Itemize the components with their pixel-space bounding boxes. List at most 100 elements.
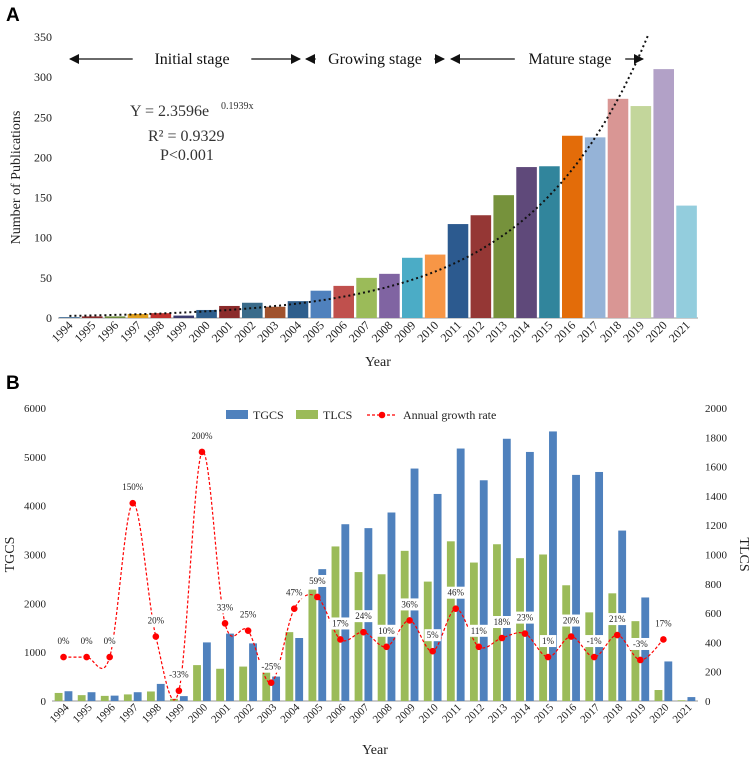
tlcs-bar [400,550,409,701]
growth-rate-label-text: -25% [261,662,281,672]
growth-rate-data-label: 0% [101,635,118,648]
tlcs-bar [216,668,225,701]
tgcs-bar [202,642,211,701]
growth-rate-point [106,653,113,661]
tlcs-bar [193,665,201,701]
x-tick-label: 2007 [346,318,373,345]
right-y-tick-label: 0 [705,696,711,708]
growth-rate-label-text: 25% [240,610,257,620]
stage-label: Initial stage [154,51,229,68]
legend-tgcs-swatch [226,410,248,419]
growth-rate-point [60,653,67,661]
tlcs-bar [539,554,548,701]
x-tick-label: 2000 [186,701,210,725]
x-tick-label: 2012 [460,318,487,345]
equation-exponent: 0.1939x [221,101,254,112]
x-tick-label: 1997 [117,318,144,345]
growth-rate-data-label: 20% [145,614,167,627]
tgcs-bar [179,696,188,701]
growth-rate-data-label: 59% [306,574,329,587]
left-y-tick-label: 1000 [24,647,47,659]
publication-bar [447,224,469,318]
publication-bar [150,313,172,318]
tgcs-bar [341,524,350,701]
tgcs-bar [318,569,327,701]
growth-rate-data-label: 18% [491,616,513,629]
tgcs-bar [226,633,234,701]
x-tick-label: 1998 [140,701,164,725]
growth-rate-data-label: -3% [629,637,652,650]
panel-label-b: B [6,373,20,394]
growth-rate-point [290,605,298,613]
tgcs-bar [295,638,304,701]
growth-rate-point [567,633,575,640]
panel-b-citation-chart: B 0 1000 2000 3000 4000 5000 6000 0 200 400 600 800… [0,372,749,758]
growth-rate-data-label: 24% [352,610,375,623]
right-y-tick-label: 1600 [705,462,728,474]
x-tick-label: 1995 [71,701,95,725]
growth-rate-point [613,631,621,639]
x-tick-label: 2013 [483,318,510,345]
growth-rate-point [521,630,529,637]
growth-rate-point [360,628,367,636]
publication-bar [470,215,492,318]
growth-rate-data-label: 17% [652,617,675,630]
right-y-tick-label: 800 [705,579,722,591]
data-label-background [375,624,398,637]
growth-rate-point [498,634,506,642]
growth-rate-data-label: 47% [283,586,306,599]
growth-rate-data-label: 36% [398,598,421,611]
data-label-background [119,481,147,494]
growth-rate-point [267,679,275,686]
growth-rate-data-label: 5% [424,629,441,642]
data-label-background [257,660,285,673]
y-tick-label: 0 [46,311,52,325]
x-tick-label: 2007 [348,701,372,725]
tlcs-bar [446,541,455,701]
right-y-tick-label: 2000 [705,403,728,415]
tlcs-bar [77,695,86,701]
tlcs-bar [423,581,432,701]
growth-rate-point [244,627,252,634]
growth-rate-label-text: 150% [122,482,144,492]
growth-rate-label-text: 5% [427,630,440,640]
x-tick-label: 2003 [255,701,279,725]
data-label-background [329,617,352,630]
growth-rate-label-text: 11% [471,626,488,636]
growth-rate-point [221,620,229,627]
growth-rate-point [152,633,160,640]
growth-rate-label-text: 21% [609,614,626,624]
growth-rate-point [198,448,206,456]
tgcs-bar [595,471,604,701]
y-tick-label: 100 [34,231,52,245]
x-tick-label: 2018 [597,318,624,345]
tgcs-bar [479,480,488,701]
tlcs-bar [631,621,640,701]
data-label-background [101,635,118,648]
tgcs-bar [156,683,165,701]
data-label-background [55,635,72,648]
growth-rate-point [475,643,483,651]
growth-rate-label-text: 17% [332,618,349,628]
data-label-background [514,611,536,624]
growth-rate-label-text: 46% [448,588,465,598]
legend-growth-label: Annual growth rate [403,408,496,422]
tgcs-bar [502,438,511,701]
growth-rate-label-text: -1% [587,636,602,646]
x-tick-label: 2008 [371,701,395,725]
tlcs-bar [308,589,317,701]
tlcs-bar [677,700,686,701]
growth-rate-label-text: 20% [563,616,580,626]
tgcs-bar [249,643,257,701]
tlcs-bar [377,574,386,701]
left-y-tick-label: 2000 [24,598,47,610]
y-tick-label: 50 [40,271,52,285]
right-y-tick-label: 200 [705,667,722,679]
growth-rate-point [383,643,390,651]
growth-rate-data-label: 0% [78,635,95,648]
publication-bar [310,290,332,318]
x-tick-label: 2005 [300,318,327,345]
growth-rate-label-text: 20% [148,616,165,626]
data-label-background [583,635,605,648]
publication-bar [539,166,560,318]
